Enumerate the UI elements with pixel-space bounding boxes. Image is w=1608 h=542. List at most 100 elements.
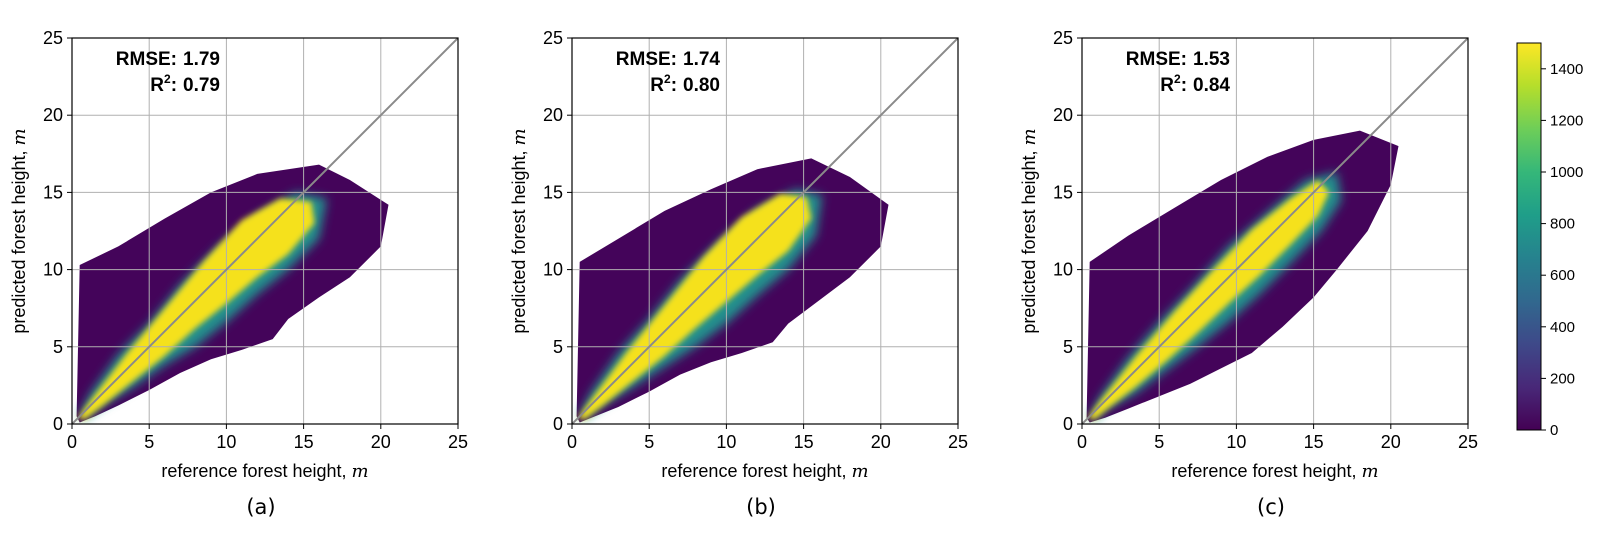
rmse-value: 1.74	[683, 49, 720, 70]
r2-superscript: 2	[664, 72, 671, 86]
density-high	[578, 193, 812, 420]
y-axis-label-text: predicted forest height,	[9, 145, 29, 333]
y-tick-label: 25	[543, 28, 563, 48]
y-axis-label: predicted forest height, m	[509, 128, 530, 333]
x-tick-label: 15	[294, 432, 314, 452]
x-tick-label: 0	[567, 432, 577, 452]
r2-label: R	[150, 75, 164, 96]
r2-annotation: R2: 0.84	[1160, 72, 1230, 96]
grid	[572, 38, 958, 424]
x-axis-label-text: reference forest height,	[161, 461, 351, 481]
panel-caption: (a)	[246, 495, 275, 519]
x-axis-label-text: reference forest height,	[1171, 461, 1361, 481]
ticks: 0 5 10 15 20 25 0 5 10 15 20 25	[43, 28, 468, 452]
r2-colon: :	[1181, 75, 1187, 96]
rmse-annotation: RMSE: 1.79	[116, 49, 220, 70]
r2-colon: :	[671, 75, 677, 96]
plot-area	[1082, 38, 1468, 424]
colorbar-scale	[1516, 42, 1542, 431]
rmse-annotation: RMSE: 1.74	[616, 49, 721, 70]
rmse-label: RMSE:	[1126, 49, 1187, 70]
y-tick-label: 10	[43, 260, 63, 280]
identity-line	[72, 38, 458, 424]
colorbar-tick-label: 0	[1550, 422, 1558, 439]
r2-label: R	[650, 75, 664, 96]
rmse-label: RMSE:	[116, 49, 177, 70]
colorbar-ticks: 0 200 400 600 800 1000 1200 1400	[1541, 61, 1583, 439]
rmse-value: 1.79	[183, 49, 220, 70]
y-tick-label: 0	[1063, 414, 1073, 434]
rmse-label: RMSE:	[616, 49, 677, 70]
panel-b: 0 5 10 15 20 25 0 5 10 15 20 25 reference forest hei…	[509, 28, 968, 519]
y-tick-label: 0	[53, 414, 63, 434]
r2-value: 0.84	[1193, 75, 1230, 96]
colorbar-tick-label: 600	[1550, 267, 1575, 284]
x-tick-label: 5	[144, 432, 154, 452]
colorbar-tick-label: 200	[1550, 370, 1575, 387]
y-axis-label-text: predicted forest height,	[1019, 145, 1039, 333]
rmse-value: 1.53	[1193, 49, 1230, 70]
y-axis-unit: m	[1019, 128, 1040, 145]
y-tick-label: 15	[43, 182, 63, 202]
x-tick-label: 0	[67, 432, 77, 452]
y-tick-label: 15	[1053, 182, 1073, 202]
r2-annotation: R2: 0.80	[650, 72, 720, 96]
x-tick-label: 10	[1226, 432, 1246, 452]
colorbar-tick-label: 800	[1550, 216, 1575, 233]
y-tick-label: 25	[43, 28, 63, 48]
ticks: 0 5 10 15 20 25 0 5 10 15 20 25	[543, 28, 968, 452]
x-axis-unit: m	[352, 461, 369, 482]
y-tick-label: 20	[1053, 105, 1073, 125]
x-tick-label: 5	[644, 432, 654, 452]
x-axis-label: reference forest height, m	[661, 461, 868, 482]
density-high	[78, 198, 315, 420]
rmse-annotation: RMSE: 1.53	[1126, 49, 1230, 70]
x-tick-label: 25	[448, 432, 468, 452]
colorbar-tick-label: 1400	[1550, 61, 1583, 78]
r2-label: R	[1160, 75, 1174, 96]
y-axis-label-text: predicted forest height,	[509, 145, 529, 333]
x-tick-label: 15	[1304, 432, 1324, 452]
r2-annotation: R2: 0.79	[150, 72, 220, 96]
grid	[72, 38, 458, 424]
plot-area	[72, 38, 458, 424]
y-axis-label: predicted forest height, m	[9, 128, 30, 333]
y-tick-label: 25	[1053, 28, 1073, 48]
axes-frame	[71, 37, 459, 425]
r2-superscript: 2	[1174, 72, 1181, 86]
x-tick-label: 0	[1077, 432, 1087, 452]
y-tick-label: 5	[553, 337, 563, 357]
y-tick-label: 0	[553, 414, 563, 434]
panel-caption: (b)	[746, 495, 776, 519]
x-tick-label: 10	[716, 432, 736, 452]
ticks: 0 5 10 15 20 25 0 5 10 15 20 25	[1053, 28, 1478, 452]
r2-value: 0.79	[183, 75, 220, 96]
y-tick-label: 10	[543, 260, 563, 280]
identity-line	[1082, 38, 1468, 424]
y-tick-label: 5	[1063, 337, 1073, 357]
grid	[1082, 38, 1468, 424]
x-axis-label: reference forest height, m	[161, 461, 368, 482]
plot-area	[572, 38, 958, 424]
x-tick-label: 10	[216, 432, 236, 452]
y-axis-unit: m	[509, 128, 530, 145]
y-axis-unit: m	[9, 128, 30, 145]
y-tick-label: 20	[543, 105, 563, 125]
x-axis-label: reference forest height, m	[1171, 461, 1378, 482]
y-axis-label: predicted forest height, m	[1019, 128, 1040, 333]
panel-c: 0 5 10 15 20 25 0 5 10 15 20 25 reference forest hei…	[1019, 28, 1478, 519]
x-tick-label: 20	[871, 432, 891, 452]
colorbar: 0 200 400 600 800 1000 1200 1400	[1516, 42, 1583, 439]
colorbar-tick-label: 1000	[1550, 164, 1583, 181]
density-high	[1088, 180, 1329, 420]
r2-superscript: 2	[164, 72, 171, 86]
x-tick-label: 5	[1154, 432, 1164, 452]
x-axis-unit: m	[852, 461, 869, 482]
y-tick-label: 10	[1053, 260, 1073, 280]
y-tick-label: 20	[43, 105, 63, 125]
y-tick-label: 15	[543, 182, 563, 202]
y-tick-label: 5	[53, 337, 63, 357]
x-tick-label: 20	[371, 432, 391, 452]
colorbar-tick-label: 400	[1550, 319, 1575, 336]
